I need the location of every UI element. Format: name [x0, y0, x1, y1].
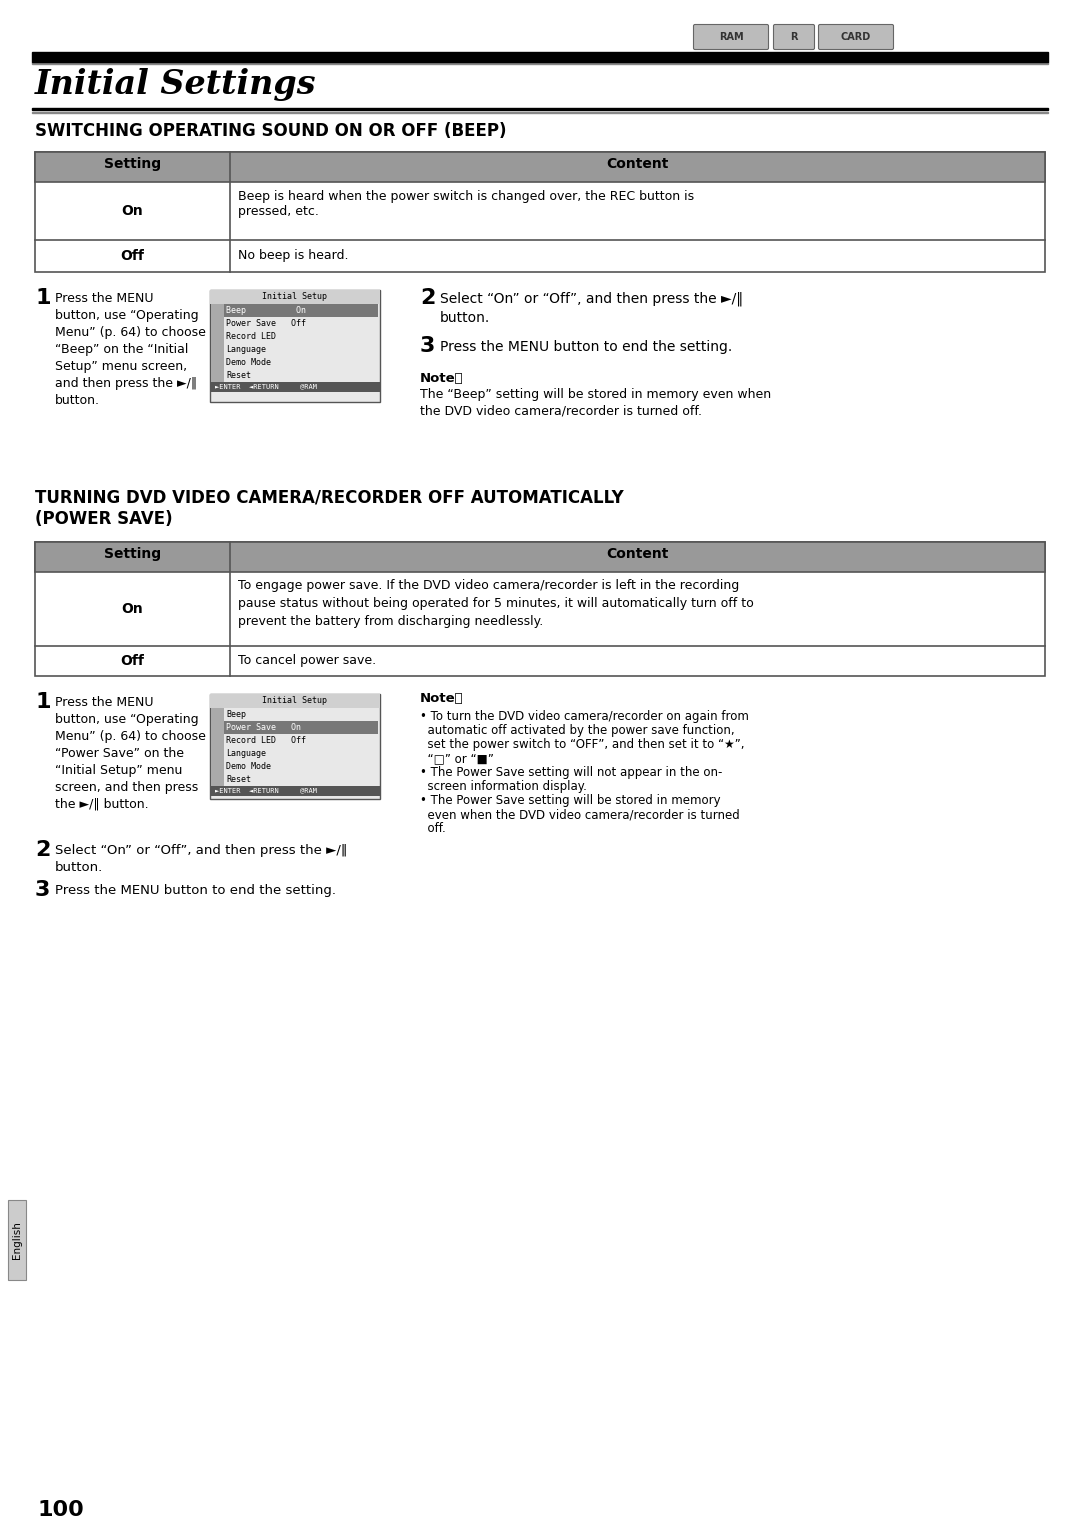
Text: On: On — [122, 204, 144, 218]
Text: Content: Content — [606, 157, 669, 170]
Bar — [35, 542, 1045, 675]
Text: 1: 1 — [35, 289, 51, 309]
Text: Initial Setup: Initial Setup — [262, 695, 327, 705]
Text: To cancel power save.: To cancel power save. — [238, 654, 376, 668]
Bar — [210, 694, 380, 800]
FancyBboxPatch shape — [693, 25, 769, 49]
Text: Power Save   Off: Power Save Off — [226, 319, 306, 328]
Bar — [211, 734, 224, 748]
Bar — [211, 330, 224, 342]
Text: Press the MENU button to end the setting.: Press the MENU button to end the setting… — [55, 884, 336, 896]
Text: off.: off. — [420, 823, 446, 835]
Text: Reset: Reset — [226, 371, 251, 381]
Bar — [210, 786, 380, 797]
Text: Beep: Beep — [226, 711, 246, 718]
Text: R: R — [791, 32, 798, 41]
Text: Power Save   On: Power Save On — [226, 723, 301, 732]
Text: TURNING DVD VIDEO CAMERA/RECORDER OFF AUTOMATICALLY
(POWER SAVE): TURNING DVD VIDEO CAMERA/RECORDER OFF AU… — [35, 488, 624, 528]
Bar — [224, 721, 378, 734]
Text: set the power switch to “OFF”, and then set it to “★”,: set the power switch to “OFF”, and then … — [420, 738, 744, 751]
Bar — [211, 708, 224, 721]
Text: English: English — [12, 1220, 22, 1259]
Text: No beep is heard.: No beep is heard. — [238, 249, 349, 262]
Text: 1: 1 — [35, 692, 51, 712]
Text: CARD: CARD — [841, 32, 872, 41]
Text: Reset: Reset — [226, 775, 251, 784]
Text: Record LED: Record LED — [226, 332, 276, 341]
Text: Beep is heard when the power switch is changed over, the REC button is
pressed, : Beep is heard when the power switch is c… — [238, 190, 694, 218]
Bar — [35, 152, 1045, 272]
Bar — [35, 152, 1045, 183]
Bar — [211, 721, 224, 734]
Text: even when the DVD video camera/recorder is turned: even when the DVD video camera/recorder … — [420, 807, 740, 821]
Text: SWITCHING OPERATING SOUND ON OR OFF (BEEP): SWITCHING OPERATING SOUND ON OR OFF (BEE… — [35, 121, 507, 140]
Text: 3: 3 — [35, 880, 51, 900]
Bar — [211, 748, 224, 760]
Text: • The Power Save setting will be stored in memory: • The Power Save setting will be stored … — [420, 794, 720, 807]
FancyBboxPatch shape — [819, 25, 893, 49]
Text: Initial Setup: Initial Setup — [262, 292, 327, 301]
Text: 3: 3 — [420, 336, 435, 356]
Bar — [224, 304, 378, 318]
Text: Select “On” or “Off”, and then press the ►/‖
button.: Select “On” or “Off”, and then press the… — [440, 292, 743, 325]
Text: Setting: Setting — [104, 157, 161, 170]
Text: On: On — [122, 602, 144, 616]
Text: Note：: Note： — [420, 371, 463, 385]
Bar — [211, 304, 224, 318]
Bar — [211, 342, 224, 356]
Text: ►ENTER  ◄RETURN     @RAM: ►ENTER ◄RETURN @RAM — [215, 384, 318, 388]
Bar — [32, 52, 1048, 61]
FancyBboxPatch shape — [773, 25, 814, 49]
Bar — [210, 694, 380, 708]
Text: Press the MENU
button, use “Operating
Menu” (p. 64) to choose
“Power Save” on th: Press the MENU button, use “Operating Me… — [55, 695, 206, 810]
Text: Note：: Note： — [420, 692, 463, 705]
Text: 2: 2 — [420, 289, 435, 309]
Text: Off: Off — [121, 654, 145, 668]
Text: ►ENTER  ◄RETURN     @RAM: ►ENTER ◄RETURN @RAM — [215, 787, 318, 794]
Text: automatic off activated by the power save function,: automatic off activated by the power sav… — [420, 725, 734, 737]
Text: • The Power Save setting will not appear in the on-: • The Power Save setting will not appear… — [420, 766, 723, 778]
Text: Record LED   Off: Record LED Off — [226, 735, 306, 744]
Text: RAM: RAM — [718, 32, 743, 41]
Bar — [32, 107, 1048, 111]
Text: To engage power save. If the DVD video camera/recorder is left in the recording
: To engage power save. If the DVD video c… — [238, 579, 754, 628]
Bar — [210, 290, 380, 304]
Text: 100: 100 — [38, 1500, 84, 1520]
Text: Beep          On: Beep On — [226, 305, 306, 315]
Text: Demo Mode: Demo Mode — [226, 358, 271, 367]
Bar — [211, 356, 224, 368]
Text: “□” or “■”: “□” or “■” — [420, 752, 494, 764]
Text: Demo Mode: Demo Mode — [226, 761, 271, 771]
Bar — [32, 61, 1048, 64]
Text: Language: Language — [226, 345, 266, 355]
Text: Language: Language — [226, 749, 266, 758]
Bar — [211, 774, 224, 786]
Bar — [8, 1200, 26, 1280]
Text: • To turn the DVD video camera/recorder on again from: • To turn the DVD video camera/recorder … — [420, 711, 748, 723]
Text: Select “On” or “Off”, and then press the ►/‖
button.: Select “On” or “Off”, and then press the… — [55, 844, 348, 873]
Text: Initial Settings: Initial Settings — [35, 68, 316, 101]
Bar — [211, 318, 224, 330]
Text: Press the MENU button to end the setting.: Press the MENU button to end the setting… — [440, 339, 732, 355]
Text: Off: Off — [121, 249, 145, 262]
Bar — [211, 368, 224, 382]
Text: Setting: Setting — [104, 546, 161, 560]
Text: The “Beep” setting will be stored in memory even when
the DVD video camera/recor: The “Beep” setting will be stored in mem… — [420, 388, 771, 418]
Text: screen information display.: screen information display. — [420, 780, 586, 794]
Bar — [210, 382, 380, 391]
Bar — [35, 542, 1045, 573]
Bar — [210, 290, 380, 402]
Text: Press the MENU
button, use “Operating
Menu” (p. 64) to choose
“Beep” on the “Ini: Press the MENU button, use “Operating Me… — [55, 292, 206, 407]
Bar — [211, 760, 224, 774]
Text: Content: Content — [606, 546, 669, 560]
Text: 2: 2 — [35, 840, 51, 860]
